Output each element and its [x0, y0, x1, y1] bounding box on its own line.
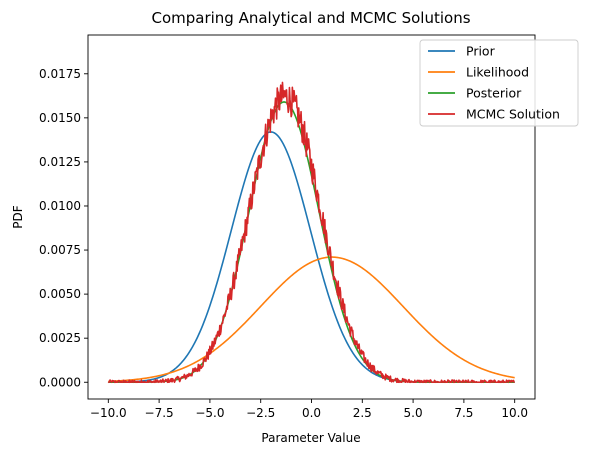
x-tick-label: −10.0 [90, 406, 127, 420]
y-tick-label: 0.0025 [39, 331, 81, 345]
plot-frame [87, 34, 536, 400]
legend-label-mcmc-solution: MCMC Solution [466, 107, 560, 122]
y-tick-label: 0.0150 [39, 111, 81, 125]
axes-ticks: −10.0 −7.5 −5.0 −2.5 0.0 2.5 5.0 7.5 10.0 0.0000 0… [39, 67, 528, 420]
y-tick-label: 0.0100 [39, 199, 81, 213]
y-axis-label: PDF [11, 205, 25, 228]
legend-label-likelihood: Likelihood [466, 65, 529, 80]
y-tick-label: 0.0125 [39, 155, 81, 169]
x-tick-label: −7.5 [145, 406, 174, 420]
x-tick-label: 2.5 [353, 406, 372, 420]
x-tick-label: 0.0 [302, 406, 321, 420]
y-tick-label: 0.0050 [39, 287, 81, 301]
series-line-posterior [108, 101, 515, 384]
x-axis-label: Parameter Value [261, 431, 360, 445]
legend-box [419, 39, 579, 127]
y-tick-label: 0.0175 [39, 67, 81, 81]
x-tick-label: 7.5 [454, 406, 473, 420]
chart-title: Comparing Analytical and MCMC Solutions [151, 9, 470, 27]
series-line-mcmc-solution [107, 81, 515, 384]
x-tick-label: 10.0 [501, 406, 528, 420]
series-line-likelihood [108, 256, 515, 383]
legend: Prior Likelihood Posterior MCMC Solution [419, 39, 579, 127]
x-tick-label: −2.5 [246, 406, 275, 420]
x-tick-label: 5.0 [404, 406, 423, 420]
y-tick-label: 0.0075 [39, 243, 81, 257]
y-tick-label: 0.0000 [39, 375, 81, 389]
x-tick-label: −5.0 [195, 406, 224, 420]
legend-label-prior: Prior [466, 44, 496, 59]
legend-label-posterior: Posterior [466, 86, 522, 101]
plot-area [107, 81, 515, 384]
